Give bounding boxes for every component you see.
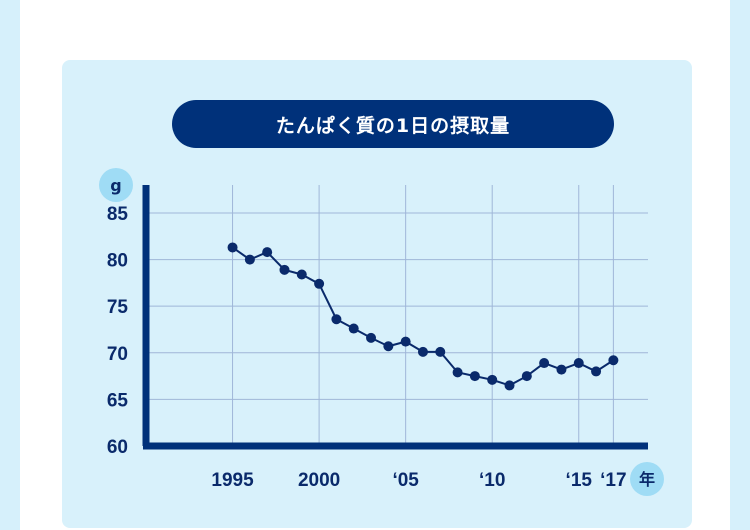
series-line-0 [231,246,614,387]
data-point-2005 [400,336,411,347]
data-point-1998 [279,264,290,275]
x-unit-label: 年 [639,470,655,489]
grid-lines [146,185,648,446]
data-point-2004 [383,341,394,352]
axes [142,185,648,450]
data-point-2008 [452,367,463,378]
protein-intake-chart: 85 80 75 70 65 60 1995 2000 ‘05 ‘10 ‘15 ‘17 g 年 [99,168,664,496]
data-point-2016 [591,366,602,377]
data-point-2010 [487,374,498,385]
y-tick-label-70: 70 [107,344,128,365]
data-point-2003 [366,332,377,343]
chart-title: たんぱく質の1日の摂取量 [172,100,614,148]
x-tick-labels: 1995 2000 ‘05 ‘10 ‘15 ‘17 [211,470,626,491]
y-tick-labels: 85 80 75 70 65 60 [107,204,129,458]
x-tick-label-0: 1995 [211,470,254,491]
data-point-2013 [539,358,550,369]
y-tick-label-75: 75 [107,297,129,318]
data-series [227,242,619,391]
data-point-2012 [521,371,532,382]
y-tick-label-60: 60 [107,437,128,458]
data-point-2017 [608,355,619,366]
x-tick-label-5: ‘17 [600,470,626,491]
x-tick-label-3: ‘10 [479,470,505,491]
y-tick-label-65: 65 [107,390,129,411]
data-point-2000 [314,278,325,289]
x-tick-label-2: ‘05 [392,470,419,491]
data-point-1997 [262,247,273,258]
data-point-2011 [504,380,515,391]
data-point-2014 [556,364,567,375]
y-tick-label-85: 85 [107,204,129,225]
y-unit-label: g [110,176,121,195]
data-point-1996 [244,254,255,265]
page: たんぱく質の1日の摂取量 85 80 75 70 65 60 1995 2000 ‘05 ‘10… [20,0,730,530]
data-point-2009 [469,371,480,382]
x-tick-label-1: 2000 [298,470,340,491]
data-point-2007 [435,346,446,357]
data-point-1995 [227,242,238,253]
y-unit-badge [99,168,133,202]
x-tick-label-4: ‘15 [566,470,593,491]
y-tick-label-80: 80 [107,251,128,272]
chart-panel: たんぱく質の1日の摂取量 [62,60,692,528]
data-point-1999 [296,269,307,280]
x-unit-badge [630,462,664,496]
data-point-2001 [331,314,342,325]
data-point-2015 [573,358,584,369]
data-point-2006 [417,346,428,357]
data-point-2002 [348,323,359,334]
